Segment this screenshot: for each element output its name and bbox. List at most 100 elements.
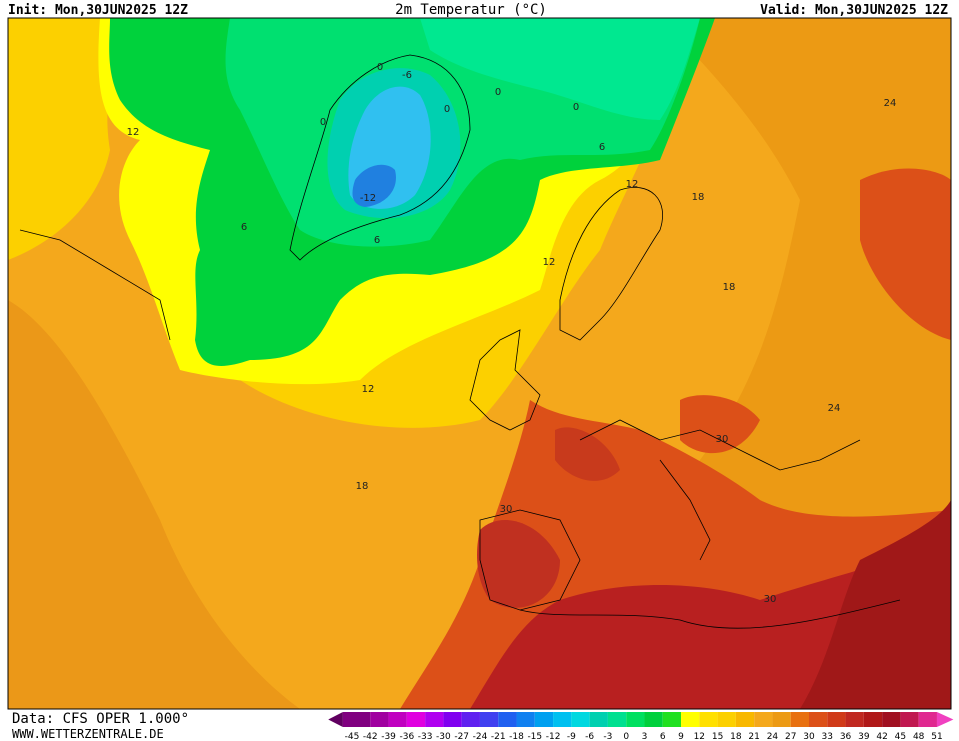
contour-label: 6 — [241, 222, 247, 233]
colorbar-arrow-left — [328, 712, 343, 727]
colorbar-swatch — [479, 712, 499, 727]
contour-label: 18 — [723, 282, 736, 293]
colorbar-swatch — [370, 712, 389, 727]
map-frame — [7, 17, 952, 710]
colorbar-label: 6 — [660, 732, 666, 741]
colorbar-label: 21 — [748, 732, 759, 741]
colorbar-swatch — [863, 712, 883, 727]
colorbar-swatch — [443, 712, 462, 727]
colorbar-label: -18 — [509, 732, 524, 741]
colorbar-swatch — [498, 712, 517, 727]
coastlines — [19, 54, 901, 629]
contour-label: 12 — [127, 127, 140, 138]
colorbar-swatch — [717, 712, 736, 727]
colorbar-swatch — [388, 712, 407, 727]
colorbar-swatch — [406, 712, 426, 727]
contour-label: 18 — [692, 192, 705, 203]
colorbar-label: -6 — [585, 732, 594, 741]
colorbar-label: -27 — [454, 732, 469, 741]
colorbar-label: -9 — [567, 732, 576, 741]
colorbar-swatch — [882, 712, 901, 727]
colorbar-label: 9 — [678, 732, 684, 741]
colorbar-label: 3 — [642, 732, 648, 741]
init-time: Init: Mon,30JUN2025 12Z — [8, 3, 188, 18]
temperature-field — [8, 18, 951, 709]
colorbar-swatch — [900, 712, 919, 727]
colorbar-label: -21 — [491, 732, 506, 741]
colorbar-label: 42 — [876, 732, 887, 741]
colorbar-label: -3 — [603, 732, 612, 741]
colorbar-label: -30 — [436, 732, 451, 741]
contour-label: -6 — [402, 70, 412, 81]
colorbar-swatch — [918, 712, 937, 727]
colorbar-label: -24 — [473, 732, 488, 741]
colorbar-swatch — [644, 712, 663, 727]
colorbar-label: 18 — [730, 732, 742, 741]
map-title: 2m Temperatur (°C) — [395, 2, 547, 18]
contour-label: 0 — [320, 117, 326, 128]
contour-label: 0 — [573, 102, 579, 113]
colorbar-swatch — [607, 712, 627, 727]
colorbar-arrow-right — [936, 712, 954, 727]
colorbar-swatch — [352, 712, 371, 727]
colorbar-label: -42 — [363, 732, 378, 741]
colorbar-swatch — [589, 712, 608, 727]
colorbar-swatch — [681, 712, 700, 727]
colorbar-label: 33 — [822, 732, 833, 741]
colorbar-label: -39 — [381, 732, 396, 741]
colorbar-label: 45 — [895, 732, 906, 741]
colorbar-label: -36 — [399, 732, 414, 741]
colorbar-label: -15 — [527, 732, 542, 741]
colorbar-swatch — [534, 712, 554, 727]
colorbar-swatch — [699, 712, 718, 727]
colorbar-swatch — [516, 712, 535, 727]
colorbar-label: -45 — [345, 732, 360, 741]
contour-label: 0 — [444, 104, 450, 115]
colorbar-label: -33 — [418, 732, 433, 741]
colorbar-label: 51 — [931, 732, 942, 741]
colorbar-label: 12 — [694, 732, 705, 741]
colorbar-swatch — [735, 712, 755, 727]
contour-label: 24 — [884, 98, 897, 109]
colorbar-swatch — [553, 712, 572, 727]
colorbar-swatch — [662, 712, 682, 727]
contour-label: 12 — [543, 257, 556, 268]
contour-label: 30 — [764, 594, 777, 605]
contour-label: 18 — [356, 481, 369, 492]
colorbar-label: 0 — [623, 732, 629, 741]
colorbar-label: 24 — [767, 732, 779, 741]
contour-label: 30 — [500, 504, 513, 515]
website: WWW.WETTERZENTRALE.DE — [12, 727, 164, 741]
colorbar-swatch — [845, 712, 864, 727]
colorbar-label: 48 — [913, 732, 925, 741]
colorbar-swatch — [342, 712, 352, 727]
contour-label: 6 — [374, 235, 380, 246]
colorbar-label: 39 — [858, 732, 870, 741]
colorbar-label: 36 — [840, 732, 852, 741]
contour-label: 0 — [495, 87, 501, 98]
colorbar-swatch — [461, 712, 480, 727]
data-source: Data: CFS OPER 1.000° — [12, 711, 189, 727]
colorbar-swatch — [772, 712, 791, 727]
colorbar-label: 15 — [712, 732, 723, 741]
contour-label: 12 — [362, 384, 375, 395]
colorbar-swatch — [626, 712, 645, 727]
colorbar-label: 30 — [803, 732, 815, 741]
colorbar-swatch — [754, 712, 773, 727]
colorbar-swatch — [827, 712, 846, 727]
colorbar-label: -12 — [546, 732, 561, 741]
colorbar-swatch — [571, 712, 590, 727]
colorbar-label: 27 — [785, 732, 796, 741]
contour-label: 30 — [716, 434, 729, 445]
contour-label: 12 — [626, 179, 639, 190]
contour-label: -12 — [360, 193, 376, 204]
colorbar-swatch — [809, 712, 828, 727]
valid-time: Valid: Mon,30JUN2025 12Z — [760, 3, 948, 18]
colorbar-swatch — [790, 712, 809, 727]
contour-label: 6 — [599, 142, 605, 153]
contour-label: 0 — [377, 62, 383, 73]
contour-label: 24 — [828, 403, 841, 414]
colorbar: -45 -42 -39 -36 -33 -30 -27 -24 -21 -18 -15 -12 -9 -6… — [328, 712, 954, 741]
